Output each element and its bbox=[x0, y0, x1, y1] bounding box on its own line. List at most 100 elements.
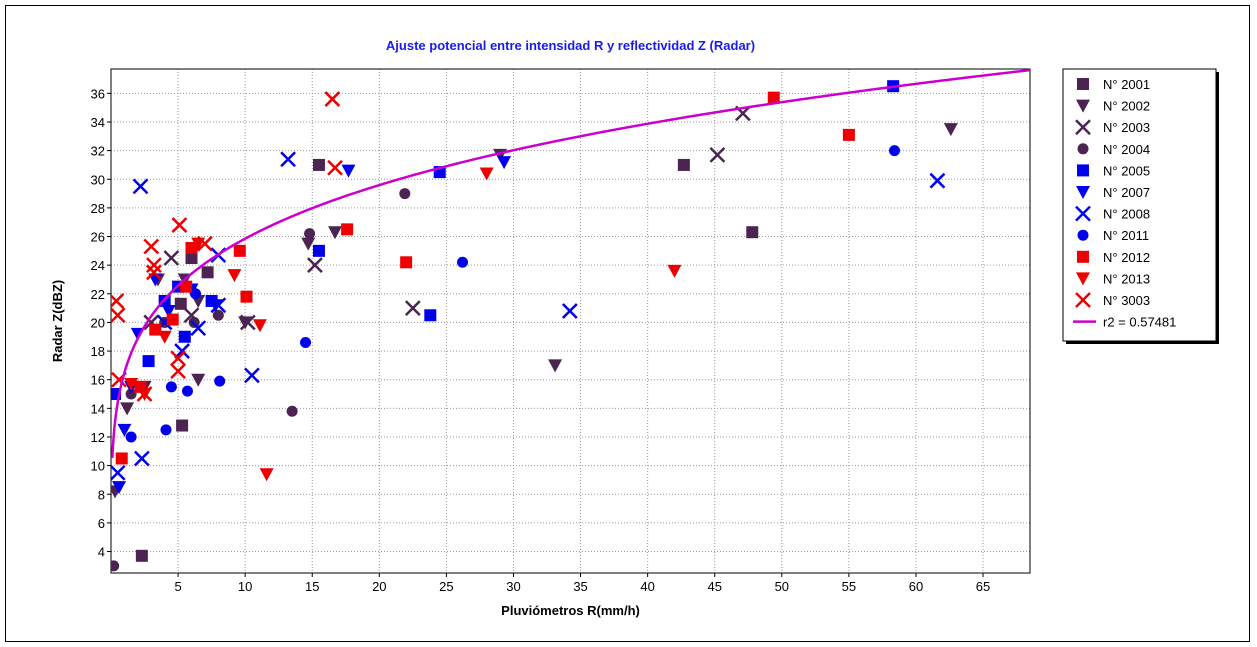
data-point bbox=[201, 266, 214, 279]
y-tick-label: 32 bbox=[91, 144, 105, 159]
data-point bbox=[212, 309, 224, 321]
y-tick-label: 28 bbox=[91, 201, 105, 216]
series-2001 bbox=[135, 158, 759, 562]
data-point bbox=[404, 300, 421, 316]
x-tick-label: 20 bbox=[372, 579, 386, 594]
data-point bbox=[259, 468, 274, 482]
x-stroke bbox=[327, 159, 343, 176]
x-tick-label: 45 bbox=[707, 579, 721, 594]
y-tick-label: 36 bbox=[91, 86, 105, 101]
legend-marker bbox=[1077, 229, 1089, 241]
data-point bbox=[180, 280, 193, 293]
x-tick-label: 40 bbox=[640, 579, 654, 594]
data-point bbox=[190, 288, 202, 300]
data-point bbox=[111, 293, 125, 309]
x-tick-label: 30 bbox=[506, 579, 520, 594]
data-point bbox=[208, 299, 223, 313]
data-point bbox=[136, 386, 153, 402]
data-point bbox=[111, 307, 126, 324]
data-point bbox=[111, 388, 122, 401]
data-point bbox=[312, 158, 325, 171]
data-point bbox=[709, 147, 726, 163]
data-point bbox=[191, 373, 206, 387]
data-point bbox=[214, 375, 226, 387]
x-stroke bbox=[210, 297, 227, 314]
x-stroke bbox=[136, 386, 153, 402]
x-stroke bbox=[174, 343, 190, 359]
x-tick-label: 65 bbox=[976, 579, 990, 594]
x-stroke bbox=[1075, 205, 1091, 222]
x-stroke bbox=[143, 238, 160, 255]
y-axis-title: Radar Z(dBZ) bbox=[50, 280, 65, 362]
data-point bbox=[125, 431, 137, 443]
data-point bbox=[111, 464, 126, 481]
data-point bbox=[400, 256, 413, 269]
data-point bbox=[767, 91, 780, 104]
x-stroke bbox=[146, 264, 162, 281]
data-point bbox=[252, 319, 267, 333]
data-point bbox=[166, 313, 179, 326]
legend-label: N° 2011 bbox=[1103, 228, 1149, 243]
x-tick-label: 50 bbox=[775, 579, 789, 594]
legend-marker bbox=[1076, 272, 1090, 286]
x-stroke bbox=[170, 350, 186, 367]
series-2011 bbox=[125, 145, 900, 443]
y-tick-label: 14 bbox=[91, 401, 105, 416]
x-tick-label: 15 bbox=[305, 579, 319, 594]
fit-curve bbox=[111, 69, 1030, 459]
data-point bbox=[307, 257, 323, 274]
x-stroke bbox=[133, 450, 150, 467]
data-point bbox=[170, 350, 186, 367]
data-point bbox=[327, 159, 343, 176]
data-point bbox=[929, 172, 946, 189]
data-point bbox=[240, 290, 253, 303]
legend-marker bbox=[1076, 186, 1090, 199]
data-point bbox=[561, 303, 578, 319]
data-point bbox=[174, 297, 187, 310]
y-tick-label: 22 bbox=[91, 287, 105, 302]
x-stroke bbox=[239, 314, 256, 331]
x-stroke bbox=[132, 178, 149, 195]
data-point bbox=[842, 128, 855, 141]
data-point bbox=[746, 226, 759, 239]
x-stroke bbox=[183, 307, 200, 324]
x-stroke bbox=[1075, 292, 1091, 308]
data-point bbox=[190, 320, 207, 337]
x-axis-title: Pluviómetros R(mm/h) bbox=[501, 603, 640, 618]
data-point bbox=[888, 145, 900, 157]
data-point bbox=[149, 323, 162, 336]
data-point bbox=[667, 264, 682, 278]
data-point bbox=[479, 167, 494, 181]
data-point bbox=[341, 223, 354, 236]
x-stroke bbox=[111, 293, 125, 309]
y-tick-label: 6 bbox=[98, 516, 105, 531]
y-tick-label: 18 bbox=[91, 344, 105, 359]
plot-area: 5 10 15 20 25 30 35 40 45 50 55 60 65 4 6 8 10 12 14 16 18 20… bbox=[91, 68, 1031, 594]
data-point bbox=[328, 226, 343, 240]
legend-label: N° 2002 bbox=[1103, 99, 1150, 114]
data-point bbox=[185, 241, 198, 254]
legend: N° 2001 N° 2002 N° 2003 N° 2004 N° 2005 N° 20… bbox=[1062, 68, 1219, 344]
legend-marker bbox=[1075, 205, 1091, 222]
legend-label: N° 2005 bbox=[1103, 163, 1150, 178]
data-point bbox=[301, 237, 316, 251]
data-point bbox=[146, 257, 162, 274]
data-point bbox=[677, 158, 690, 171]
legend-marker bbox=[1075, 119, 1091, 136]
x-stroke bbox=[709, 147, 726, 163]
data-point bbox=[181, 385, 193, 397]
data-point bbox=[176, 419, 189, 432]
data-point bbox=[111, 560, 120, 572]
x-stroke bbox=[111, 464, 126, 481]
legend-marker bbox=[1077, 164, 1089, 177]
y-tick-label: 34 bbox=[91, 115, 105, 130]
y-tick-label: 24 bbox=[91, 258, 105, 273]
x-stroke bbox=[280, 151, 296, 168]
x-stroke bbox=[243, 367, 260, 384]
data-point bbox=[210, 297, 227, 314]
x-stroke bbox=[146, 257, 162, 274]
x-stroke bbox=[163, 250, 180, 266]
data-point bbox=[165, 381, 177, 393]
x-stroke bbox=[307, 257, 323, 274]
y-tick-label: 16 bbox=[91, 373, 105, 388]
